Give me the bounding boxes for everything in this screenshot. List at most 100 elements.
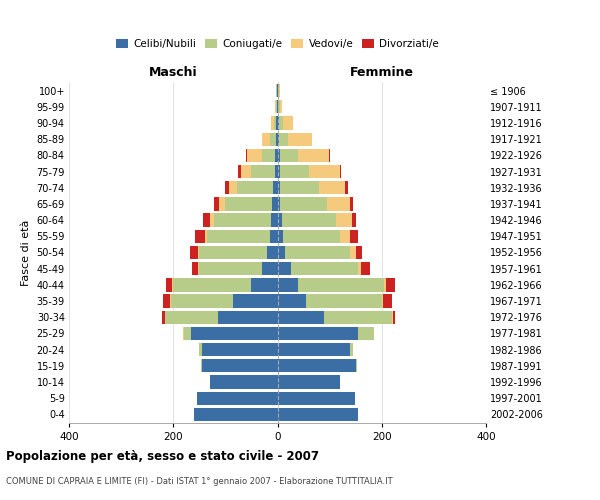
Bar [280, 100, 282, 114]
Bar [358, 262, 361, 276]
Bar [350, 246, 356, 259]
Bar [272, 198, 277, 210]
Bar [202, 343, 277, 356]
Bar [210, 376, 277, 388]
Bar [267, 246, 277, 259]
Bar [350, 230, 358, 243]
Bar [277, 165, 280, 178]
Bar [269, 230, 277, 243]
Bar [277, 392, 355, 405]
Bar [356, 359, 357, 372]
Bar [277, 278, 298, 291]
Bar [277, 148, 280, 162]
Bar [280, 181, 319, 194]
Text: Femmine: Femmine [350, 66, 414, 80]
Bar [173, 278, 251, 291]
Bar [277, 359, 356, 372]
Bar [327, 198, 350, 210]
Bar [225, 181, 229, 194]
Bar [199, 262, 262, 276]
Bar [289, 132, 312, 146]
Text: Maschi: Maschi [149, 66, 197, 80]
Bar [237, 181, 274, 194]
Bar [283, 116, 293, 130]
Bar [170, 294, 233, 308]
Text: COMUNE DI CAPRAIA E LIMITE (FI) - Dati ISTAT 1° gennaio 2007 - Elaborazione TUTT: COMUNE DI CAPRAIA E LIMITE (FI) - Dati I… [6, 478, 392, 486]
Text: Popolazione per età, sesso e stato civile - 2007: Popolazione per età, sesso e stato civil… [6, 450, 319, 463]
Bar [210, 214, 214, 227]
Bar [274, 116, 277, 130]
Y-axis label: Fasce di età: Fasce di età [21, 220, 31, 286]
Bar [269, 132, 276, 146]
Bar [197, 392, 277, 405]
Bar [382, 294, 383, 308]
Bar [219, 198, 226, 210]
Bar [352, 214, 356, 227]
Bar [392, 310, 395, 324]
Bar [238, 165, 241, 178]
Bar [214, 214, 271, 227]
Bar [275, 165, 277, 178]
Bar [277, 310, 325, 324]
Bar [306, 294, 382, 308]
Bar [201, 359, 202, 372]
Bar [277, 116, 278, 130]
Bar [192, 262, 198, 276]
Bar [358, 327, 374, 340]
Bar [276, 132, 277, 146]
Bar [350, 198, 353, 210]
Bar [277, 262, 290, 276]
Bar [340, 230, 350, 243]
Bar [277, 198, 280, 210]
Bar [262, 262, 277, 276]
Bar [361, 262, 370, 276]
Bar [280, 198, 327, 210]
Bar [309, 165, 340, 178]
Bar [274, 181, 277, 194]
Bar [166, 310, 218, 324]
Bar [356, 246, 362, 259]
Bar [345, 181, 348, 194]
Bar [280, 165, 309, 178]
Bar [214, 198, 219, 210]
Bar [277, 230, 283, 243]
Bar [262, 148, 275, 162]
Bar [163, 310, 165, 324]
Bar [229, 181, 237, 194]
Bar [172, 278, 173, 291]
Bar [199, 246, 267, 259]
Bar [202, 359, 277, 372]
Bar [337, 214, 352, 227]
Bar [198, 262, 199, 276]
Bar [278, 84, 280, 97]
Bar [277, 343, 350, 356]
Bar [247, 148, 262, 162]
Bar [278, 116, 283, 130]
Bar [286, 246, 350, 259]
Bar [277, 246, 286, 259]
Bar [191, 327, 277, 340]
Bar [383, 294, 392, 308]
Bar [199, 343, 202, 356]
Bar [283, 230, 340, 243]
Bar [385, 278, 386, 291]
Bar [279, 132, 289, 146]
Legend: Celibi/Nubili, Coniugati/e, Vedovi/e, Divorziati/e: Celibi/Nubili, Coniugati/e, Vedovi/e, Di… [112, 35, 443, 54]
Bar [205, 230, 207, 243]
Bar [166, 278, 172, 291]
Bar [163, 294, 170, 308]
Bar [190, 246, 198, 259]
Bar [184, 327, 191, 340]
Bar [251, 278, 277, 291]
Bar [198, 246, 199, 259]
Bar [195, 230, 205, 243]
Bar [218, 310, 277, 324]
Bar [277, 214, 281, 227]
Bar [194, 408, 277, 421]
Bar [271, 116, 274, 130]
Bar [298, 278, 385, 291]
Bar [277, 327, 358, 340]
Bar [277, 132, 279, 146]
Bar [241, 165, 251, 178]
Bar [325, 310, 392, 324]
